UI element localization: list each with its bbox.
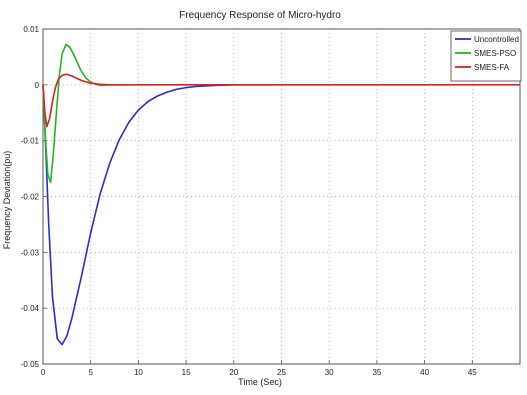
y-tick-label: -0.01: [21, 137, 40, 146]
series-group: [42, 43, 520, 346]
axis-ticks: 0 5 10 15 20 25 30 35 40 45 0.01 0 -0.01 -0.02 -0.03 -0…: [21, 25, 478, 377]
legend-label: SMES-PSO: [474, 49, 516, 58]
x-axis-label: Time (Sec): [238, 377, 282, 387]
y-tick-label: 0.01: [23, 25, 39, 34]
legend-label: Uncontrolled: [474, 35, 519, 44]
x-tick-label: 0: [41, 368, 46, 377]
y-tick-label: -0.05: [21, 360, 40, 369]
y-tick-label: -0.04: [21, 304, 40, 313]
series-line-smes-pso: [42, 43, 129, 184]
x-tick-label: 35: [372, 368, 381, 377]
y-tick-label: -0.03: [21, 248, 40, 257]
x-tick-label: 5: [88, 368, 93, 377]
y-tick-label: -0.02: [21, 193, 40, 202]
series-line-smes-fa: [42, 73, 520, 128]
chart-title: Frequency Response of Micro-hydro: [179, 10, 341, 21]
x-tick-label: 30: [325, 368, 334, 377]
x-tick-label: 15: [182, 368, 191, 377]
x-tick-label: 25: [277, 368, 286, 377]
y-axis-label: Frequency Deviation(pu): [2, 151, 12, 250]
x-tick-label: 40: [420, 368, 429, 377]
x-tick-label: 10: [134, 368, 143, 377]
legend: Uncontrolled SMES-PSO SMES-FA: [450, 30, 522, 82]
x-tick-label: 20: [229, 368, 238, 377]
y-tick-label: 0: [35, 81, 40, 90]
x-tick-label: 45: [468, 368, 477, 377]
series-line-uncontrolled: [42, 84, 272, 346]
legend-label: SMES-FA: [474, 63, 510, 72]
